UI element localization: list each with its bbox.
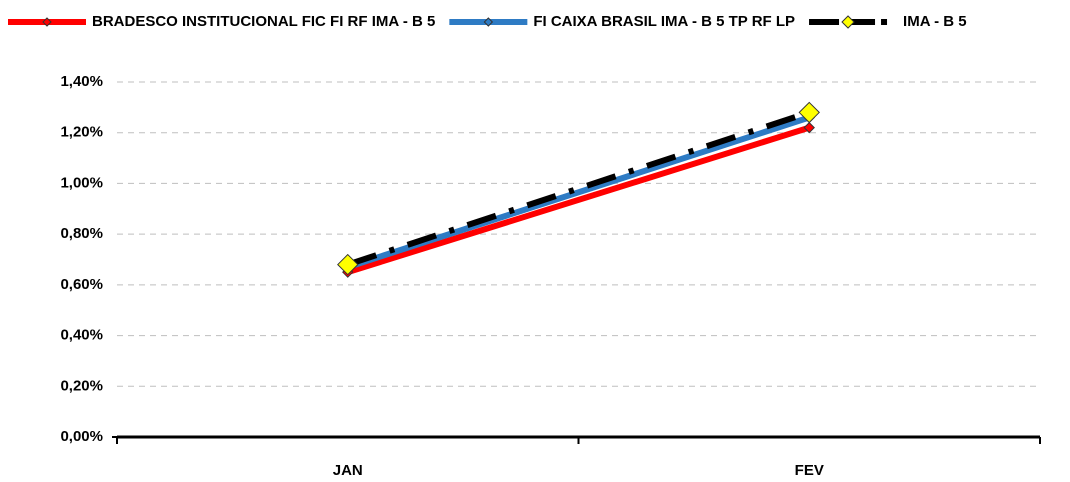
y-tick-label: 1,00%	[60, 174, 103, 191]
legend-label: IMA - B 5	[903, 13, 967, 30]
y-tick-label: 0,60%	[60, 276, 103, 293]
legend-label: FI CAIXA BRASIL IMA - B 5 TP RF LP	[533, 13, 795, 30]
y-tick-label: 1,40%	[60, 73, 103, 90]
series-marker	[803, 121, 815, 134]
y-tick-label: 0,80%	[60, 225, 103, 242]
legend-marker	[483, 17, 494, 27]
series-line	[346, 109, 811, 268]
legend-marker	[42, 17, 52, 27]
y-tick-label: 0,40%	[60, 327, 103, 344]
y-tick-label: 0,00%	[60, 428, 103, 445]
x-tick-label: JAN	[333, 462, 363, 479]
x-tick-label: FEV	[795, 462, 824, 479]
legend-label: BRADESCO INSTITUCIONAL FIC FI RF IMA - B…	[92, 13, 435, 30]
series-line	[346, 124, 811, 276]
y-tick-label: 1,20%	[60, 124, 103, 141]
series-marker	[798, 101, 820, 124]
legend-marker	[841, 15, 855, 29]
series-marker	[337, 253, 359, 276]
y-tick-label: 0,20%	[60, 377, 103, 394]
